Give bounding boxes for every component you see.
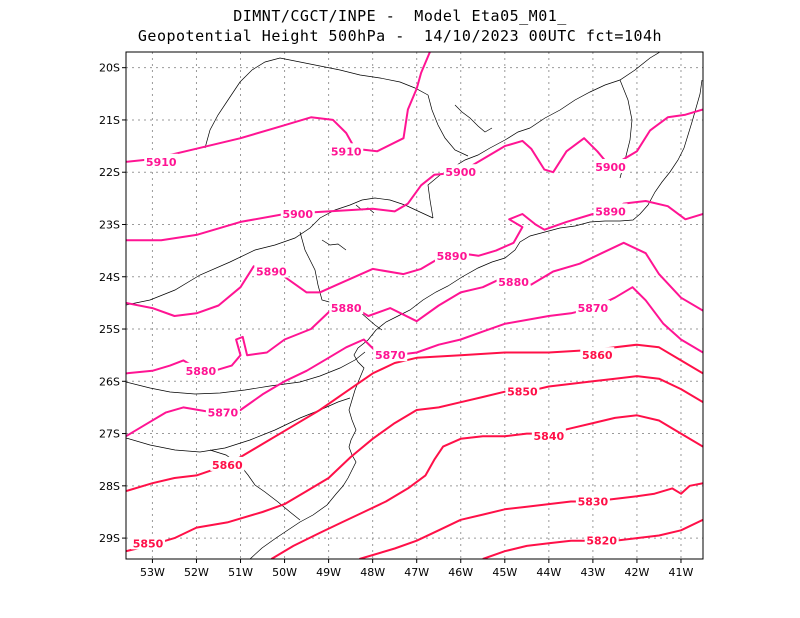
contour-label-5880: 5880 [186,365,217,378]
x-tick-label: 41W [669,566,694,579]
contour-label-5910: 5910 [146,156,177,169]
contour-5860 [126,343,703,493]
contour-label-bg [329,300,364,315]
contour-label-bg [584,532,619,547]
river [321,239,347,251]
y-tick-label: 21S [99,114,120,127]
x-tick-label: 51W [228,566,253,579]
x-tick-label: 42W [624,566,649,579]
contour-5900 [126,108,703,242]
contour-5830 [359,482,703,559]
contour-label-5890: 5890 [437,250,468,263]
contour-label-bg [531,428,566,443]
contour-labels: 5910 5910 5900 5900 5900 5890 5890 5890 5880 5880… [131,143,628,550]
contour-label-bg [505,383,540,398]
contour-label-bg [575,300,610,315]
contour-label-bg [593,203,628,218]
state-border [126,397,351,453]
contour-label-5830: 5830 [578,496,609,509]
x-tick-label: 43W [580,566,605,579]
contour-5910 [126,52,431,163]
contour-label-bg [144,153,179,168]
state-border [427,127,531,219]
x-tick-label: 48W [360,566,385,579]
state-border [529,52,661,129]
state-border [427,94,469,157]
chart-title-line1: DIMNT/CGCT/INPE - Model Eta05_M01_ [233,7,567,25]
contour-label-5860: 5860 [582,349,613,362]
contour-label-5840: 5840 [534,430,565,443]
x-tick-label: 49W [316,566,341,579]
contour-label-bg [280,206,315,221]
contour-label-bg [443,164,478,179]
contour-label-bg [496,273,531,288]
state-border [126,197,434,306]
contour-label-bg [183,362,218,377]
axis-ticks: 53W 52W 51W 50W 49W 48W 47W 46W 45W 44W 43W 42W 41W 2… [99,62,694,579]
x-tick-label: 50W [272,566,297,579]
y-tick-label: 20S [99,62,120,75]
contour-label-5910: 5910 [331,145,362,158]
y-tick-label: 27S [99,428,120,441]
contour-label-bg [210,456,245,471]
contour-label-bg [580,347,615,362]
y-tick-label: 24S [99,271,120,284]
y-tick-label: 29S [99,532,120,545]
contour-label-5890: 5890 [595,205,626,218]
plot-frame [125,51,704,560]
contour-label-bg [434,247,469,262]
x-tick-label: 45W [492,566,517,579]
y-tick-label: 26S [99,375,120,388]
river [454,104,493,133]
contour-label-5880: 5880 [331,302,362,315]
contour-lines [126,52,703,559]
contour-label-5820: 5820 [586,535,617,548]
state-border [204,57,429,149]
contour-label-bg [254,263,289,278]
x-tick-label: 52W [184,566,209,579]
contour-5840 [270,414,703,559]
contour-5850 [126,375,703,553]
contour-label-5870: 5870 [375,349,406,362]
x-tick-label: 53W [140,566,165,579]
y-tick-label: 22S [99,166,120,179]
contour-label-bg [593,158,628,173]
x-tick-label: 46W [448,566,473,579]
y-tick-label: 23S [99,218,120,231]
contour-label-5860: 5860 [212,459,243,472]
contour-label-bg [131,535,166,550]
y-tick-label: 25S [99,323,120,336]
contour-label-5900: 5900 [282,208,313,221]
state-border [126,351,366,395]
x-tick-label: 44W [536,566,561,579]
contour-label-5880: 5880 [498,276,529,289]
coastline-map [126,52,703,559]
contour-label-5870: 5870 [208,407,239,420]
contour-label-5900: 5900 [445,166,476,179]
y-tick-label: 28S [99,480,120,493]
contour-label-bg [329,143,364,158]
chart-title-line2: Geopotential Height 500hPa - 14/10/2023 … [137,27,663,45]
x-tick-label: 47W [404,566,429,579]
contour-label-5850: 5850 [133,537,164,550]
contour-label-bg [575,493,610,508]
state-border [299,231,383,331]
contour-label-5870: 5870 [578,302,609,315]
coastline [249,79,703,559]
contour-label-5890: 5890 [256,266,287,279]
contour-label-bg [373,347,408,362]
contour-label-bg [205,404,240,419]
contour-label-5850: 5850 [507,386,538,399]
contour-label-5900: 5900 [595,161,626,174]
